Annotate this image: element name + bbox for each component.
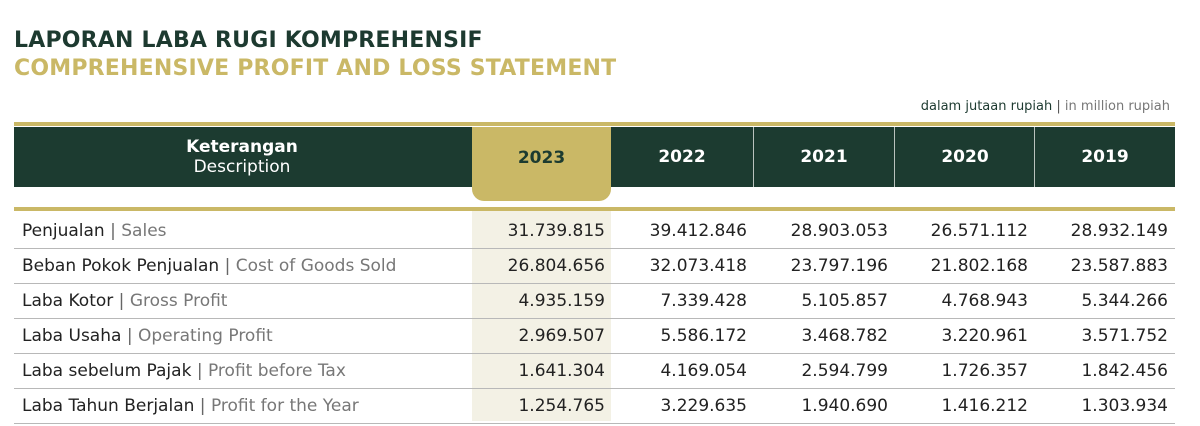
unit-note-english: in million rupiah	[1064, 99, 1170, 114]
header-divider	[1034, 127, 1035, 187]
row-label-indonesian: Laba Kotor	[22, 291, 114, 311]
unit-note-separator: |	[1056, 99, 1061, 114]
row-value-2021: 23.797.196	[790, 256, 888, 276]
row-label-indonesian: Penjualan	[22, 221, 105, 241]
row-label-separator: |	[199, 396, 206, 416]
row-value-2019: 1.842.456	[1081, 361, 1168, 381]
header-divider	[894, 127, 895, 187]
unit-note-indonesian: dalam jutaan rupiah	[920, 99, 1053, 114]
header-top-rule	[14, 122, 1175, 126]
row-value-2023: 1.254.765	[518, 396, 605, 416]
unit-note: dalam jutaan rupiah | in million rupiah	[921, 99, 1170, 114]
row-value-2023: 26.804.656	[507, 256, 605, 276]
row-value-2019: 3.571.752	[1081, 326, 1168, 346]
row-label-english: Sales	[121, 221, 167, 241]
row-value-2022: 3.229.635	[660, 396, 747, 416]
row-label-english: Gross Profit	[129, 291, 228, 311]
row-label: Penjualan | Sales	[22, 214, 167, 248]
header-year-2019: 2019	[1081, 147, 1129, 167]
table-row: Penjualan | Sales 31.739.815 39.412.846 28.…	[14, 214, 1175, 249]
row-label-separator: |	[224, 256, 231, 276]
row-label-indonesian: Beban Pokok Penjualan	[22, 256, 220, 276]
table-row: Beban Pokok Penjualan | Cost of Goods So…	[14, 249, 1175, 284]
row-label: Laba sebelum Pajak | Profit before Tax	[22, 354, 346, 388]
report-title-indonesian: LAPORAN LABA RUGI KOMPREHENSIF	[14, 28, 483, 53]
row-label-english: Profit before Tax	[207, 361, 346, 381]
row-label-indonesian: Laba Usaha	[22, 326, 122, 346]
row-label-indonesian: Laba sebelum Pajak	[22, 361, 192, 381]
row-value-2023: 4.935.159	[518, 291, 605, 311]
table-row: Laba Kotor | Gross Profit 4.935.159 7.339.…	[14, 284, 1175, 319]
row-value-2020: 21.802.168	[930, 256, 1028, 276]
row-value-2022: 5.586.172	[660, 326, 747, 346]
header-description-english: Description	[193, 157, 291, 177]
row-label: Laba Tahun Berjalan | Profit for the Yea…	[22, 389, 359, 423]
row-label-english: Profit for the Year	[210, 396, 359, 416]
column-2023-highlight	[472, 211, 611, 421]
row-value-2023: 1.641.304	[518, 361, 605, 381]
header-year-2022: 2022	[658, 147, 706, 167]
row-value-2019: 28.932.149	[1070, 221, 1168, 241]
row-label-separator: |	[126, 326, 133, 346]
row-value-2022: 39.412.846	[649, 221, 747, 241]
row-value-2019: 23.587.883	[1070, 256, 1168, 276]
row-value-2021: 5.105.857	[801, 291, 888, 311]
header-description: Keterangan Description	[14, 127, 470, 187]
row-label: Beban Pokok Penjualan | Cost of Goods So…	[22, 249, 396, 283]
header-description-indonesian: Keterangan	[186, 137, 298, 157]
row-value-2021: 2.594.799	[801, 361, 888, 381]
row-value-2020: 4.768.943	[941, 291, 1028, 311]
table-row: Laba sebelum Pajak | Profit before Tax 1.…	[14, 354, 1175, 389]
table-row: Laba Usaha | Operating Profit 2.969.507 5.…	[14, 319, 1175, 354]
row-label: Laba Kotor | Gross Profit	[22, 284, 227, 318]
row-value-2019: 5.344.266	[1081, 291, 1168, 311]
header-divider	[753, 127, 754, 187]
row-value-2021: 3.468.782	[801, 326, 888, 346]
row-label-indonesian: Laba Tahun Berjalan	[22, 396, 195, 416]
row-label-separator: |	[196, 361, 203, 381]
row-value-2023: 31.739.815	[507, 221, 605, 241]
row-value-2021: 28.903.053	[790, 221, 888, 241]
row-value-2022: 4.169.054	[660, 361, 747, 381]
row-label-separator: |	[118, 291, 125, 311]
row-value-2020: 1.416.212	[941, 396, 1028, 416]
row-value-2020: 1.726.357	[941, 361, 1028, 381]
row-label-separator: |	[110, 221, 116, 241]
row-value-2021: 1.940.690	[801, 396, 888, 416]
row-value-2020: 3.220.961	[941, 326, 1028, 346]
header-bottom-rule	[14, 207, 1175, 211]
row-label: Laba Usaha | Operating Profit	[22, 319, 273, 353]
row-value-2019: 1.303.934	[1081, 396, 1168, 416]
table-row: Laba Tahun Berjalan | Profit for the Yea…	[14, 389, 1175, 424]
row-value-2023: 2.969.507	[518, 326, 605, 346]
header-year-2023-highlight: 2023	[472, 127, 611, 201]
row-value-2022: 32.073.418	[649, 256, 747, 276]
row-value-2022: 7.339.428	[660, 291, 747, 311]
header-year-2020: 2020	[941, 147, 989, 167]
row-label-english: Cost of Goods Sold	[235, 256, 397, 276]
report-title-english: COMPREHENSIVE PROFIT AND LOSS STATEMENT	[14, 56, 617, 81]
header-year-2021: 2021	[800, 147, 848, 167]
row-value-2020: 26.571.112	[930, 221, 1028, 241]
row-label-english: Operating Profit	[137, 326, 273, 346]
